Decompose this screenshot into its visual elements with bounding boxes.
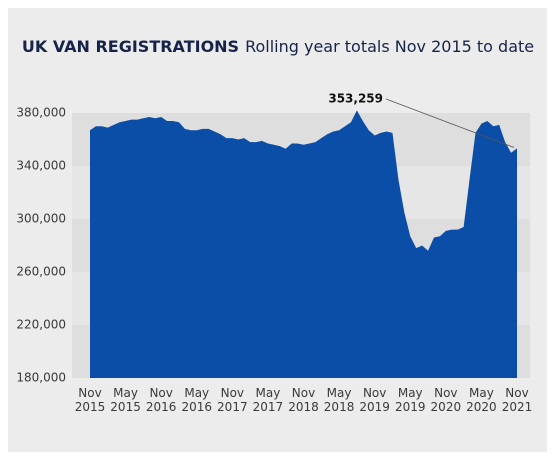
x-tick-label: Nov 2016 [145, 386, 177, 414]
x-tick-label: Nov 2015 [74, 386, 106, 414]
area [90, 110, 517, 378]
x-tick-label: May 2018 [323, 386, 355, 414]
x-tick-label: May 2015 [110, 386, 141, 414]
x-tick-label: Nov 2021 [501, 386, 533, 414]
chart-title: UK VAN REGISTRATIONS Rolling year totals … [22, 37, 534, 56]
subtitle: Rolling year totals Nov 2015 to date [245, 37, 534, 56]
title: UK VAN REGISTRATIONS [22, 37, 239, 56]
y-tick-label: 300,000 [16, 212, 66, 226]
y-tick-label: 180,000 [16, 371, 66, 385]
x-tick-label: Nov 2019 [359, 386, 390, 414]
x-tick-label: Nov 2017 [217, 386, 248, 414]
y-tick-label: 260,000 [16, 265, 66, 279]
x-tick-label: May 2020 [466, 386, 497, 414]
y-tick-label: 340,000 [16, 159, 66, 173]
x-tick-label: May 2019 [394, 386, 426, 414]
x-tick-label: Nov 2018 [288, 386, 319, 414]
y-tick-label: 380,000 [16, 106, 66, 120]
y-tick-label: 220,000 [16, 318, 66, 332]
x-tick-label: May 2016 [181, 386, 213, 414]
annotation-leader [385, 98, 515, 148]
annotation: 353,259 [328, 92, 383, 106]
x-tick-label: May 2017 [252, 386, 284, 414]
x-tick-label: Nov 2020 [430, 386, 462, 414]
